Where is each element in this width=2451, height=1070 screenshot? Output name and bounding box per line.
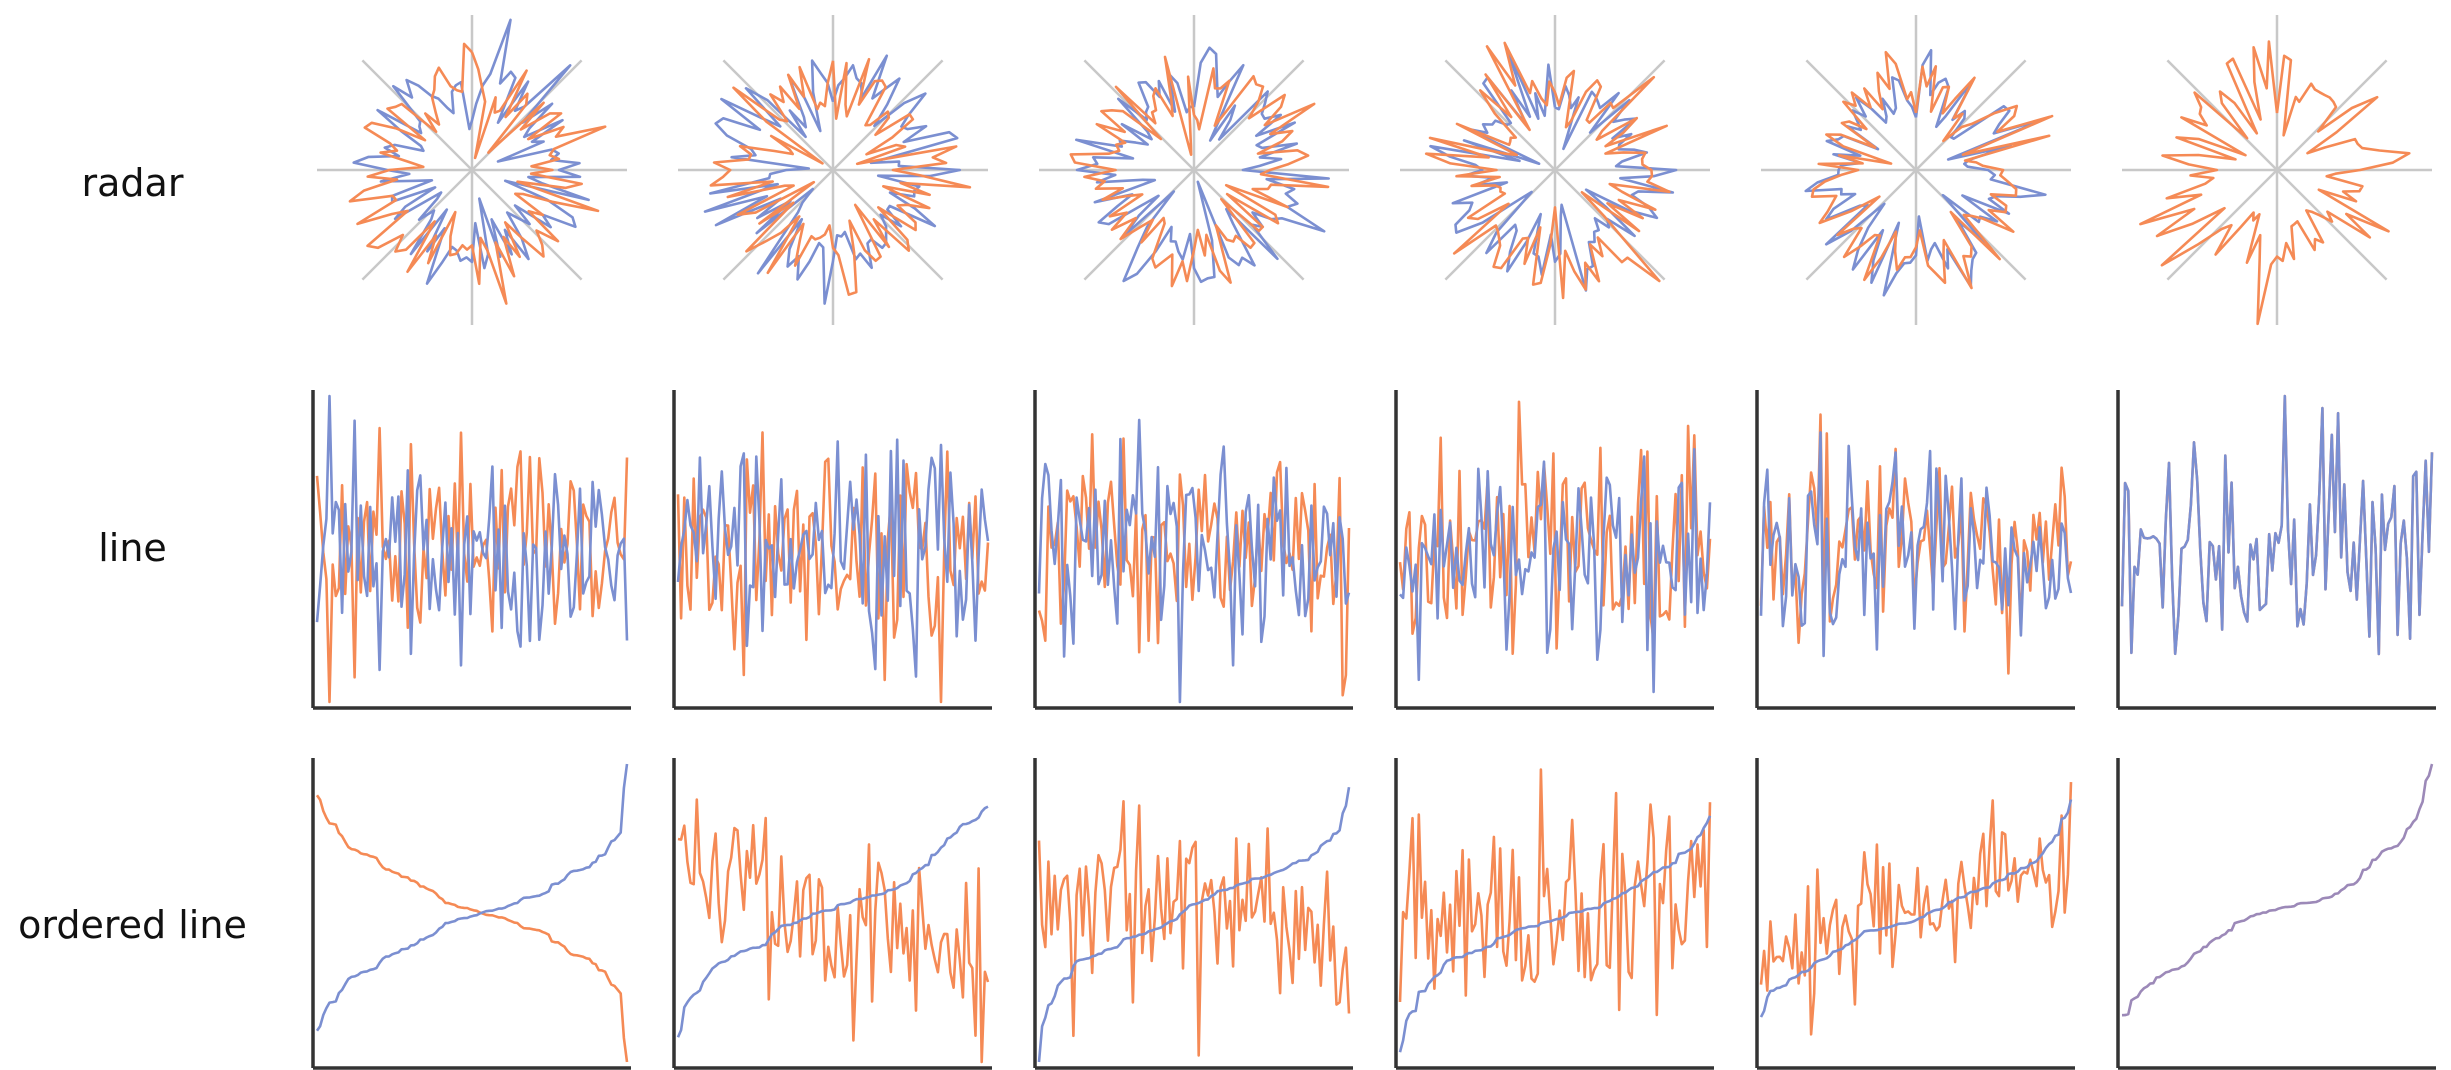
chart-radar-col-4: [1400, 15, 1710, 325]
series-a-line: [1037, 418, 1351, 704]
series-a-line: [1759, 431, 2073, 658]
radar-axis: [361, 169, 473, 281]
series-b-line: [1037, 432, 1351, 697]
series-b-line: [1759, 782, 2073, 1036]
series-a-line: [1398, 815, 1712, 1053]
chart-radar-col-6: [2122, 15, 2432, 326]
radar-axis: [1444, 169, 1556, 281]
series-a-line: [676, 438, 990, 678]
chart-line-col-3: [1033, 390, 1353, 710]
series-b-line: [1037, 799, 1351, 1057]
series-a-line: [315, 763, 629, 1032]
series-a-line: [315, 394, 629, 672]
radar-axis: [1193, 169, 1305, 281]
radar-axis: [722, 169, 834, 281]
chart-radar-col-1: [317, 15, 627, 325]
series-b-line: [1398, 400, 1712, 656]
radar-axis: [722, 59, 834, 171]
radar-axis: [1915, 59, 2027, 171]
series-b-line: [1069, 55, 1330, 288]
series-b-line: [2139, 40, 2411, 326]
chart-line-col-1: [311, 390, 631, 710]
chart-ordered-line-col-2: [672, 758, 992, 1070]
row-label-ordered-line: ordered line: [18, 903, 247, 947]
radar-axis: [1444, 59, 1556, 171]
series-a-line: [2120, 394, 2434, 656]
series-b-line: [315, 794, 629, 1063]
series-b-line: [1810, 50, 2054, 290]
series-a-line: [676, 805, 989, 1038]
radar-axis: [471, 169, 583, 281]
radar-axis: [1193, 59, 1305, 171]
series-b-line: [1398, 768, 1712, 1017]
series-b-line: [677, 798, 990, 1064]
row-label-radar: radar: [81, 161, 184, 205]
chart-line-col-4: [1394, 390, 1714, 710]
series-overlap-line: [2121, 763, 2434, 1017]
radar-axis: [2166, 169, 2278, 281]
radar-axis: [2276, 169, 2388, 281]
radar-axis: [1805, 169, 1917, 281]
chart-line-col-5: [1755, 390, 2075, 710]
series-b-line: [1424, 41, 1671, 300]
radar-axis: [832, 169, 944, 281]
series-b-line: [709, 57, 972, 297]
series-a-line: [1399, 447, 1712, 694]
row-label-line: line: [98, 526, 167, 570]
radar-axis: [2276, 59, 2388, 171]
chart-ordered-line-col-6: [2116, 758, 2436, 1070]
chart-radar-col-2: [678, 15, 988, 325]
series-a-line: [1075, 46, 1330, 284]
chart-ordered-line-col-4: [1394, 758, 1714, 1070]
series-a-line: [703, 54, 962, 305]
chart-ordered-line-col-1: [311, 758, 631, 1070]
chart-line-col-6: [2116, 390, 2436, 710]
series-a-line: [1037, 786, 1351, 1063]
chart-line-col-2: [672, 390, 992, 710]
chart-ordered-line-col-3: [1033, 758, 1353, 1070]
radar-axis: [1083, 169, 1195, 281]
series-b-line: [348, 42, 607, 305]
series-a-line: [352, 18, 590, 285]
chart-radar-col-3: [1039, 15, 1349, 325]
series-a-line: [1759, 799, 2073, 1018]
chart-ordered-line-col-5: [1755, 758, 2075, 1070]
series-b-line: [2120, 394, 2434, 656]
chart-radar-col-5: [1761, 15, 2071, 325]
series-a-line: [1429, 47, 1678, 292]
